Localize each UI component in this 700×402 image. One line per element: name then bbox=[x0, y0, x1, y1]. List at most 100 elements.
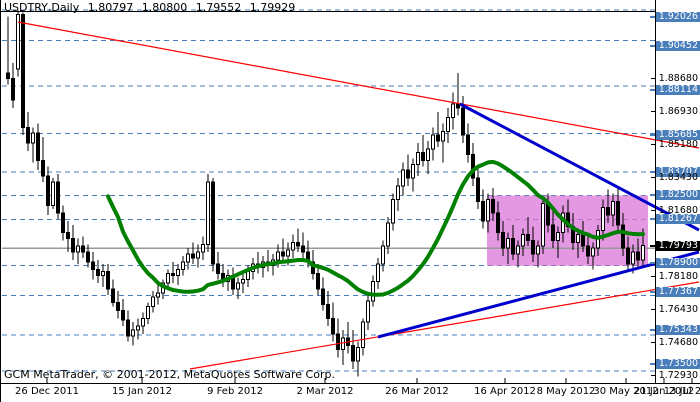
price-axis-level-label[interactable]: 1.77367 bbox=[655, 287, 700, 297]
copyright-notice: GCM MetaTrader, © 2001-2012, MetaQuotes … bbox=[4, 368, 335, 381]
price-axis-tick-label: 1.85180 bbox=[658, 139, 698, 150]
price-axis-level-label[interactable]: 1.85685 bbox=[655, 130, 700, 140]
candle-body bbox=[190, 253, 196, 259]
candle-body bbox=[530, 239, 536, 255]
ohlc-close: 1.79929 bbox=[249, 1, 296, 14]
moving-average-line bbox=[106, 159, 645, 297]
candle-body bbox=[70, 237, 76, 253]
candle-body bbox=[80, 245, 86, 253]
candle-body bbox=[515, 245, 521, 255]
price-axis-pointer bbox=[650, 89, 655, 91]
candle-body bbox=[145, 306, 151, 319]
date-axis-label: 26 Dec 2011 bbox=[15, 386, 79, 397]
candle-body bbox=[590, 247, 596, 257]
price-axis-pointer bbox=[650, 262, 655, 264]
date-axis-label: 15 Jan 2012 bbox=[112, 386, 172, 397]
price-axis-tick-mark bbox=[651, 78, 655, 79]
candle-body bbox=[170, 272, 176, 276]
candle-body bbox=[480, 200, 486, 222]
candle-body bbox=[475, 177, 481, 202]
candle-body bbox=[620, 224, 626, 249]
candle-body bbox=[5, 72, 11, 80]
price-axis-tick-mark bbox=[651, 210, 655, 211]
date-axis-label: 2 Mar 2012 bbox=[296, 386, 354, 397]
price-axis-level-label[interactable]: 1.92026 bbox=[655, 12, 700, 22]
price-axis-level-label[interactable]: 1.90452 bbox=[655, 41, 700, 51]
price-axis-level-label[interactable]: 1.75343 bbox=[655, 325, 700, 335]
candle-body bbox=[585, 245, 591, 257]
price-axis-tick-label: 1.88680 bbox=[658, 73, 698, 84]
candle-body bbox=[330, 317, 336, 335]
candle-body bbox=[55, 181, 61, 214]
price-axis-level-label[interactable]: 1.82500 bbox=[655, 190, 700, 200]
candle-body bbox=[150, 296, 156, 308]
date-axis-label: 21 Jun 2012 bbox=[633, 386, 695, 397]
candle-body bbox=[400, 169, 406, 187]
candle-body bbox=[175, 269, 181, 276]
price-axis-tick-mark bbox=[651, 177, 655, 178]
candle-body bbox=[245, 271, 251, 280]
candle-body bbox=[45, 175, 51, 206]
candle-body bbox=[90, 261, 96, 271]
price-axis-pointer bbox=[650, 194, 655, 196]
candle-body bbox=[155, 292, 161, 298]
candle-body bbox=[390, 198, 396, 224]
price-axis-level-label[interactable]: 1.78900 bbox=[655, 258, 700, 268]
price-axis-tick-label: 1.83430 bbox=[658, 172, 698, 183]
price-axis-pointer bbox=[650, 363, 655, 365]
price-axis-pointer bbox=[650, 329, 655, 331]
candle-body bbox=[525, 234, 531, 241]
candle-body bbox=[50, 181, 56, 206]
price-axis-tick-label: 1.81680 bbox=[658, 205, 698, 216]
wedge-blue-descending[interactable] bbox=[459, 102, 700, 232]
candle-body bbox=[510, 237, 516, 255]
date-axis-label: 13 Jul 2012 bbox=[663, 386, 700, 397]
candle-body bbox=[435, 134, 441, 142]
candle-body bbox=[85, 251, 91, 263]
price-axis-bid-label[interactable]: 1.79793 bbox=[655, 241, 700, 251]
candle-body bbox=[165, 272, 171, 284]
price-axis-level-label[interactable]: 1.88114 bbox=[655, 85, 700, 95]
candle-body bbox=[195, 251, 201, 259]
candle-body bbox=[380, 245, 386, 265]
price-axis-tick-label: 1.86930 bbox=[658, 106, 698, 117]
price-axis-tick-mark bbox=[651, 144, 655, 145]
date-axis-label: 26 Mar 2012 bbox=[385, 386, 449, 397]
candle-body bbox=[465, 134, 471, 156]
candle-body bbox=[200, 243, 206, 253]
price-axis-tick-mark bbox=[651, 276, 655, 277]
price-axis-level-label[interactable]: 1.83707 bbox=[655, 167, 700, 177]
resistance-red-descending[interactable] bbox=[17, 21, 700, 149]
price-axis[interactable]: 1.92026 1.90452 1.88680 1.88114 1.86930 1.856… bbox=[650, 0, 700, 382]
candle-body bbox=[40, 160, 46, 177]
candle-body bbox=[275, 251, 281, 261]
price-axis-tick-mark bbox=[651, 342, 655, 343]
candle-body bbox=[295, 241, 301, 247]
date-axis-label: 9 Feb 2012 bbox=[207, 386, 263, 397]
candle-body bbox=[335, 333, 341, 350]
candle-body bbox=[535, 245, 541, 255]
price-axis-tick-mark bbox=[651, 111, 655, 112]
price-axis-pointer bbox=[650, 45, 655, 47]
price-axis-level-label[interactable]: 1.73500 bbox=[655, 359, 700, 369]
candle-body bbox=[135, 325, 141, 331]
candle-body bbox=[110, 288, 116, 304]
candle-body bbox=[280, 251, 286, 257]
price-axis-level-label[interactable]: 1.81267 bbox=[655, 214, 700, 224]
wedge-blue-ascending[interactable] bbox=[377, 250, 700, 339]
ohlc-low: 1.79552 bbox=[195, 1, 242, 14]
candle-body bbox=[580, 234, 586, 247]
chart-header: USDTRY,Daily 1.80797 1.80800 1.79552 1.7… bbox=[4, 1, 300, 14]
candle-body bbox=[605, 206, 611, 216]
price-axis-pointer bbox=[650, 134, 655, 136]
candle-body bbox=[290, 241, 296, 251]
candle-body bbox=[445, 117, 451, 132]
price-axis-pointer bbox=[650, 16, 655, 18]
date-axis: 26 Dec 2011 15 Jan 2012 9 Feb 2012 2 Mar 20… bbox=[0, 384, 700, 402]
candle-body bbox=[60, 212, 66, 234]
support-red-ascending[interactable] bbox=[189, 281, 700, 370]
candle-body bbox=[185, 253, 191, 263]
